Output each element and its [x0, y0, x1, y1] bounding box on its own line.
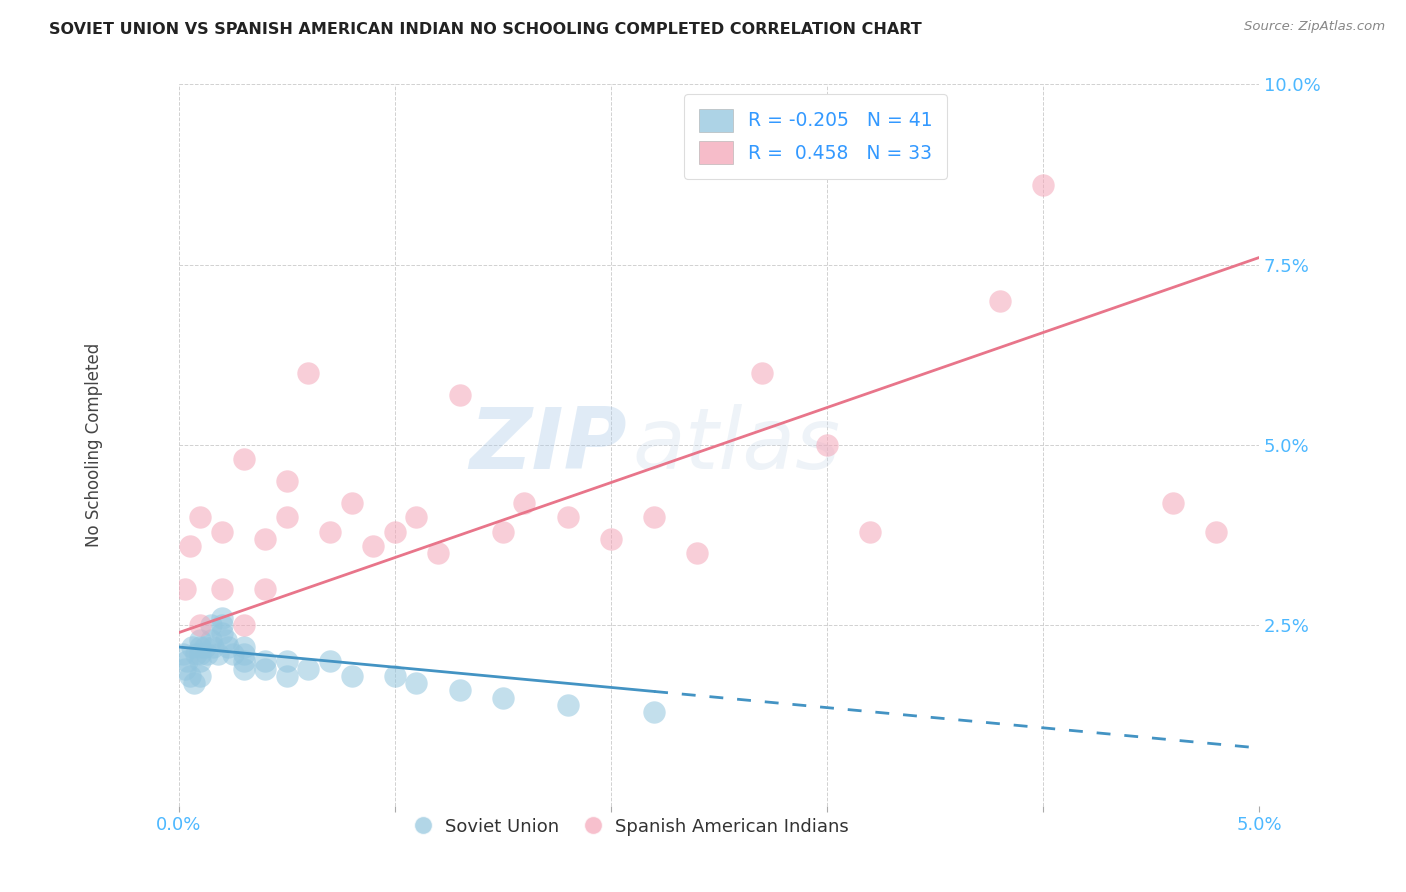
Point [686, 546, 709, 560]
Point [232, 647, 254, 661]
Point [195, 647, 218, 661]
Point [211, 524, 233, 539]
Point [254, 655, 277, 669]
Point [190, 647, 212, 661]
Point [190, 618, 212, 632]
Point [751, 366, 773, 380]
Point [232, 452, 254, 467]
Point [1205, 524, 1227, 539]
Point [1161, 496, 1184, 510]
Point [405, 510, 427, 524]
Point [297, 662, 319, 676]
Point [190, 669, 212, 683]
Point [215, 632, 238, 647]
Point [513, 496, 536, 510]
Point [222, 647, 245, 661]
Point [340, 496, 363, 510]
Text: Source: ZipAtlas.com: Source: ZipAtlas.com [1244, 20, 1385, 33]
Point [600, 532, 623, 546]
Point [179, 669, 201, 683]
Point [211, 582, 233, 597]
Point [254, 532, 277, 546]
Point [276, 655, 298, 669]
Point [202, 640, 225, 654]
Point [643, 510, 665, 524]
Point [200, 632, 222, 647]
Point [254, 582, 277, 597]
Point [859, 524, 882, 539]
Point [207, 647, 229, 661]
Point [492, 524, 515, 539]
Text: SOVIET UNION VS SPANISH AMERICAN INDIAN NO SCHOOLING COMPLETED CORRELATION CHART: SOVIET UNION VS SPANISH AMERICAN INDIAN … [49, 22, 922, 37]
Point [405, 676, 427, 690]
Point [557, 698, 579, 712]
Point [384, 524, 406, 539]
Point [319, 524, 342, 539]
Point [218, 640, 240, 654]
Text: ZIP: ZIP [470, 403, 627, 486]
Point [232, 618, 254, 632]
Point [183, 676, 205, 690]
Point [1032, 178, 1054, 193]
Text: atlas: atlas [633, 403, 841, 486]
Point [340, 669, 363, 683]
Point [815, 438, 838, 452]
Point [557, 510, 579, 524]
Point [211, 625, 233, 640]
Point [449, 683, 471, 698]
Point [190, 640, 212, 654]
Point [184, 647, 207, 661]
Point [427, 546, 450, 560]
Point [180, 640, 202, 654]
Point [176, 655, 198, 669]
Y-axis label: No Schooling Completed: No Schooling Completed [86, 343, 103, 547]
Point [190, 510, 212, 524]
Point [276, 474, 298, 488]
Point [319, 655, 342, 669]
Point [988, 293, 1011, 308]
Point [361, 539, 384, 553]
Point [276, 669, 298, 683]
Point [232, 640, 254, 654]
Point [492, 690, 515, 705]
Point [276, 510, 298, 524]
Point [190, 632, 212, 647]
Point [174, 662, 197, 676]
Point [190, 655, 212, 669]
Point [254, 662, 277, 676]
Point [643, 705, 665, 719]
Point [449, 387, 471, 401]
Point [232, 662, 254, 676]
Point [174, 582, 197, 597]
Point [194, 640, 217, 654]
Point [172, 647, 194, 661]
Point [232, 655, 254, 669]
Point [384, 669, 406, 683]
Point [200, 618, 222, 632]
Point [179, 539, 201, 553]
Point [297, 366, 319, 380]
Legend: Soviet Union, Spanish American Indians: Soviet Union, Spanish American Indians [409, 811, 856, 844]
Point [211, 618, 233, 632]
Point [211, 611, 233, 625]
